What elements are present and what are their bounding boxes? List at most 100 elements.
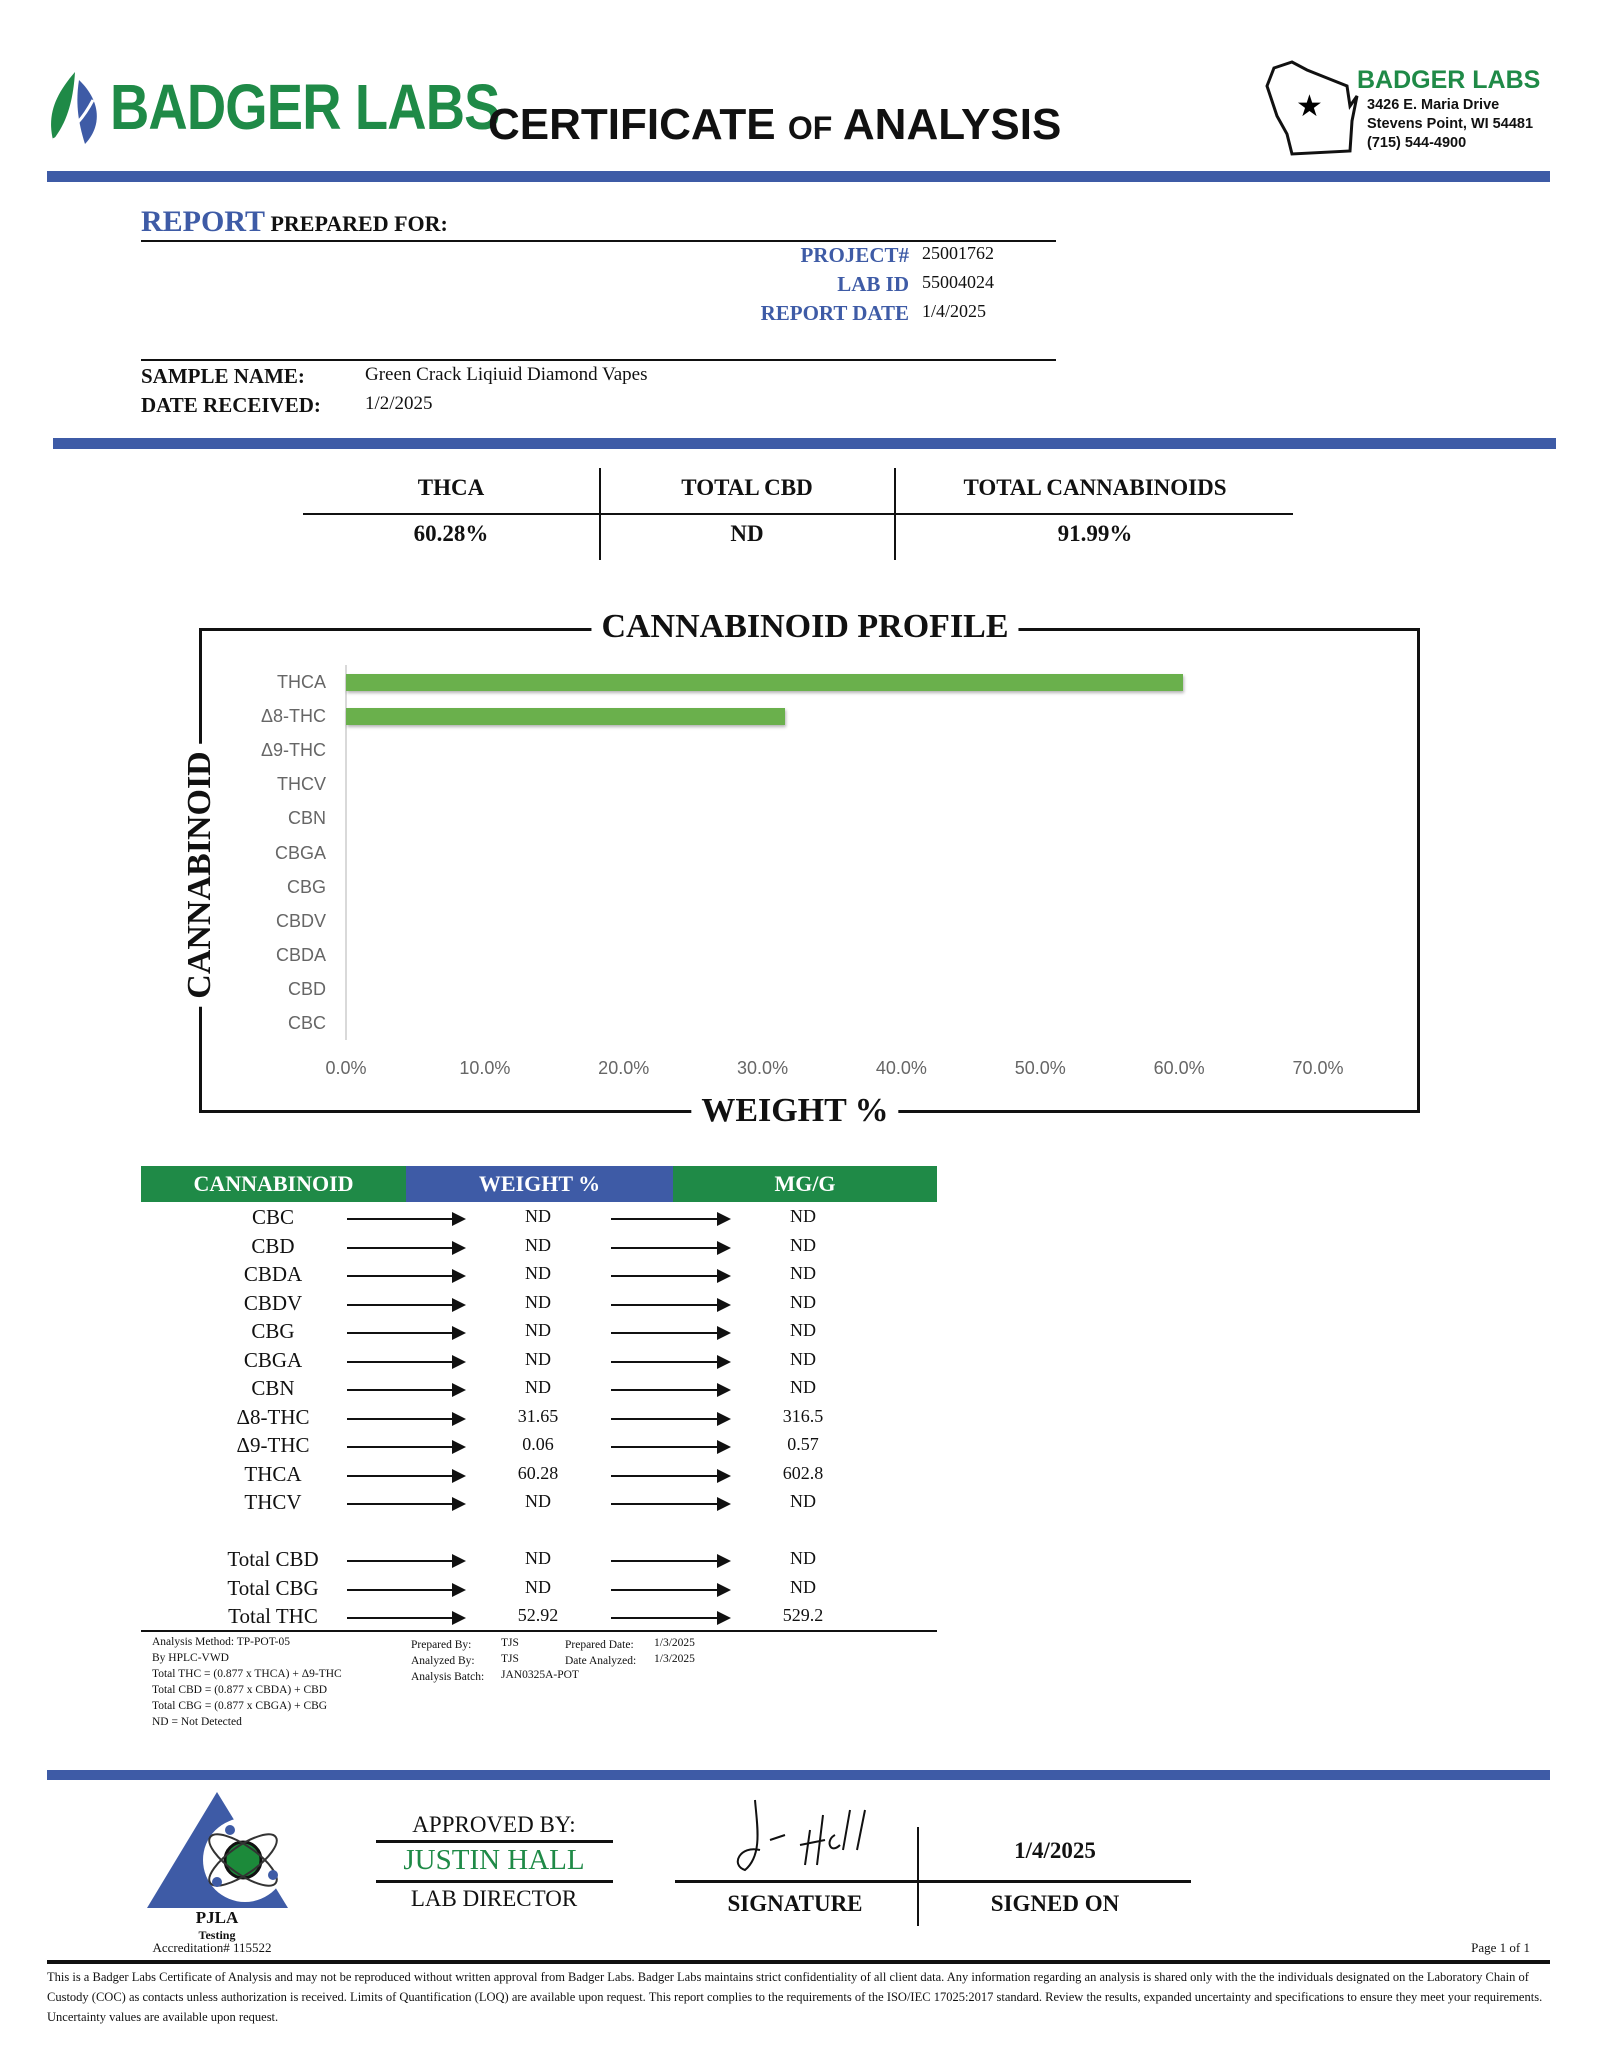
mgg-value: ND: [790, 1206, 816, 1226]
report-prepared-for-heading: REPORT PREPARED FOR:: [141, 205, 448, 238]
cannabinoid-name: Δ9-THC: [236, 1433, 310, 1457]
approved-by-label: APPROVED BY:: [412, 1812, 576, 1837]
mgg-value: 602.8: [782, 1462, 824, 1483]
address-company: BADGER LABS: [1357, 66, 1541, 94]
pjla-accreditation-logo-icon: [147, 1792, 288, 1908]
method-notes: Analysis Method: TP-POT-05 By HPLC-VWD Tot…: [152, 1636, 342, 1728]
weight-value: 31.65: [517, 1405, 559, 1426]
mgg-value: 0.57: [787, 1434, 819, 1454]
section-divider: [53, 438, 1556, 449]
x-tick-label: 20.0%: [598, 1058, 650, 1078]
wisconsin-map-icon: ★: [1265, 60, 1359, 156]
arrow-icon: [611, 1326, 731, 1340]
pjla-label: PJLA: [195, 1908, 239, 1927]
mgg-value: 529.2: [782, 1605, 824, 1625]
signature-label: SIGNATURE: [727, 1891, 863, 1916]
weight-value: ND: [525, 1263, 551, 1283]
signed-on-label: SIGNED ON: [990, 1891, 1120, 1916]
x-tick-label: 70.0%: [1292, 1058, 1344, 1078]
disclaimer-text: This is a Badger Labs Certificate of Ana…: [47, 1970, 1543, 2024]
summary-total-cannabinoids-value: 91.99%: [1057, 521, 1133, 546]
chart-x-label: WEIGHT %: [691, 1092, 899, 1130]
weight-value: ND: [525, 1291, 551, 1312]
weight-value: ND: [525, 1320, 551, 1340]
summary-total-cannabinoids-label: TOTAL CANNABINOIDS: [963, 475, 1227, 500]
report-date-label: REPORT DATE: [760, 301, 909, 325]
report-date-value: 1/4/2025: [922, 301, 987, 321]
mgg-value: ND: [790, 1263, 816, 1283]
arrow-icon: [347, 1497, 466, 1511]
lab-id-label: LAB ID: [837, 272, 909, 296]
prep-values: TJS TJS JAN0325A-POT: [501, 1637, 579, 1681]
arrow-icon: [611, 1354, 731, 1369]
summary-total-cbd-value: ND: [730, 521, 764, 546]
mgg-value: 316.5: [782, 1405, 824, 1426]
mgg-value: ND: [790, 1377, 816, 1397]
weight-value: 60.28: [517, 1462, 559, 1483]
x-tick-label: 50.0%: [1014, 1058, 1066, 1078]
lab-id-value: 55004024: [922, 272, 994, 292]
date-received-label: DATE RECEIVED:: [141, 393, 321, 417]
project-label: PROJECT#: [800, 243, 909, 267]
arrow-icon: [347, 1440, 466, 1454]
logo-text: BADGER LABS: [110, 71, 500, 143]
chart-y-axis: [345, 665, 347, 1040]
mgg-value: ND: [790, 1548, 816, 1568]
arrow-icon: [347, 1468, 466, 1483]
arrow-icon: [611, 1497, 731, 1511]
cannabinoid-name: CBGA: [243, 1347, 303, 1372]
mgg-value: ND: [790, 1348, 816, 1369]
testing-label: Testing: [198, 1928, 236, 1942]
arrow-icon: [347, 1554, 466, 1568]
y-tick-label: Δ9-THC: [260, 740, 326, 761]
sample-name-value: Green Crack Liqiuid Diamond Vapes: [365, 364, 648, 385]
mgg-value: ND: [790, 1576, 816, 1597]
chart-title: CANNABINOID PROFILE: [591, 608, 1019, 646]
chart-frame: [199, 628, 1420, 1113]
weight-value: ND: [525, 1377, 551, 1397]
header-divider: [47, 171, 1550, 182]
y-tick-label: THCV: [277, 774, 326, 795]
arrow-icon: [347, 1411, 466, 1426]
svg-text:★: ★: [1296, 90, 1323, 123]
project-value: 25001762: [922, 243, 994, 263]
sample-name-label: SAMPLE NAME:: [141, 364, 305, 388]
arrow-icon: [611, 1582, 731, 1597]
page-number: Page 1 of 1: [1471, 1940, 1530, 1955]
arrow-icon: [611, 1411, 731, 1426]
chart-y-label: CANNABINOID: [181, 743, 219, 1007]
cannabinoid-name: Total THC: [228, 1604, 318, 1628]
y-tick-label: CBDV: [275, 910, 326, 931]
summary-thca-label: THCA: [417, 475, 485, 500]
mgg-value: ND: [790, 1491, 816, 1511]
arrow-icon: [347, 1383, 466, 1397]
weight-value: 0.06: [522, 1434, 554, 1454]
arrow-icon: [611, 1269, 731, 1283]
y-tick-label: CBDA: [275, 944, 326, 965]
badger-labs-leaf-logo-icon: [51, 72, 97, 144]
mgg-value: ND: [790, 1320, 816, 1340]
summary-total-cbd-label: TOTAL CBD: [681, 475, 813, 500]
date-received-value: 1/2/2025: [365, 393, 433, 414]
y-tick-label: THCA: [277, 672, 326, 692]
x-tick-label: 0.0%: [325, 1058, 367, 1078]
summary-thca-value: 60.28%: [413, 521, 489, 546]
weight-value: ND: [525, 1206, 551, 1226]
weight-value: ND: [525, 1348, 551, 1369]
accreditation-number: Accreditation# 115522: [152, 1940, 272, 1955]
arrow-icon: [347, 1240, 466, 1255]
arrow-icon: [611, 1240, 731, 1255]
arrow-icon: [611, 1383, 731, 1397]
address-block: 3426 E. Maria Drive Stevens Point, WI 544…: [1367, 97, 1534, 151]
cannabinoid-name: THCV: [244, 1490, 302, 1514]
weight-value: ND: [525, 1576, 551, 1597]
cannabinoid-name: Total CBD: [227, 1547, 319, 1571]
mgg-value: ND: [790, 1291, 816, 1312]
x-tick-label: 60.0%: [1153, 1058, 1205, 1078]
arrow-icon: [347, 1354, 466, 1369]
y-tick-label: CBG: [286, 876, 326, 897]
bar-THCA: [346, 674, 1184, 691]
signed-on-date: 1/4/2025: [1014, 1838, 1096, 1863]
weight-value: ND: [525, 1234, 551, 1255]
footer-divider: [47, 1770, 1550, 1780]
